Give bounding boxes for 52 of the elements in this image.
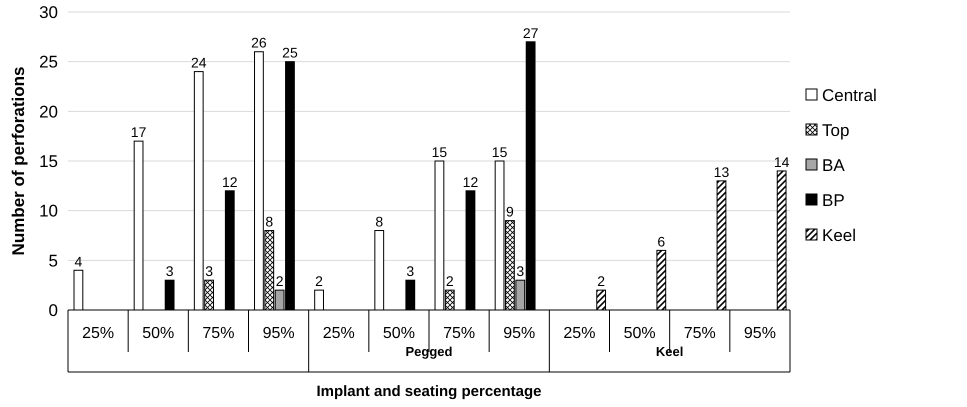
legend-label: BP — [822, 191, 845, 210]
x-tick-label: 50% — [624, 325, 656, 342]
data-label: 15 — [432, 144, 448, 160]
x-tick-label: 25% — [563, 325, 596, 342]
data-label: 2 — [276, 273, 284, 290]
legend-label: Keel — [822, 226, 856, 245]
data-label: 3 — [516, 263, 524, 280]
x-tick-label: 95% — [503, 325, 536, 342]
y-tick-label: 15 — [39, 152, 58, 171]
data-label: 15 — [492, 144, 508, 160]
x-tick-label: 75% — [684, 325, 716, 342]
data-label: 2 — [315, 273, 324, 290]
x-tick-label: 25% — [82, 325, 114, 342]
data-label: 24 — [190, 54, 207, 71]
x-tick-label: 50% — [142, 325, 174, 342]
y-tick-label: 5 — [48, 251, 58, 270]
data-label: 13 — [714, 164, 730, 180]
data-label: 4 — [74, 253, 83, 270]
y-tick-label: 25 — [39, 52, 58, 72]
data-label: 12 — [462, 174, 478, 190]
legend-label: Top — [822, 121, 850, 140]
x-tick-label: 25% — [322, 325, 355, 342]
data-label: 14 — [774, 154, 790, 170]
data-label: 8 — [375, 214, 384, 230]
x-tick-label: 95% — [744, 325, 776, 342]
data-label: 26 — [251, 34, 267, 51]
text: Pegged — [406, 344, 453, 359]
x-tick-label: 75% — [202, 325, 234, 342]
y-tick-label: 10 — [39, 202, 58, 221]
data-label: 17 — [130, 124, 147, 140]
data-label: 12 — [222, 174, 238, 190]
data-label: 8 — [265, 214, 274, 230]
legend-label: Central — [822, 86, 877, 105]
x-tick-label: 50% — [382, 325, 415, 342]
text: Keel — [656, 344, 684, 359]
data-label: 2 — [597, 273, 606, 290]
x-tick-label: 75% — [443, 325, 476, 342]
x-axis-title: Implant and seating percentage — [316, 383, 542, 400]
data-label: 9 — [506, 204, 514, 220]
data-label: 3 — [205, 263, 214, 280]
data-label: 6 — [657, 233, 666, 250]
y-tick-label: 20 — [39, 102, 58, 122]
x-tick-label: 95% — [262, 325, 295, 342]
legend-label: BA — [822, 156, 846, 175]
y-tick-label: 0 — [48, 301, 58, 320]
y-tick-label: 30 — [39, 3, 58, 22]
data-label: 3 — [166, 263, 174, 280]
data-label: 27 — [522, 24, 539, 41]
y-axis-title: Number of perforations — [9, 66, 28, 256]
data-label: 25 — [282, 44, 298, 61]
data-label: 3 — [406, 263, 414, 280]
data-label: 2 — [446, 273, 454, 290]
